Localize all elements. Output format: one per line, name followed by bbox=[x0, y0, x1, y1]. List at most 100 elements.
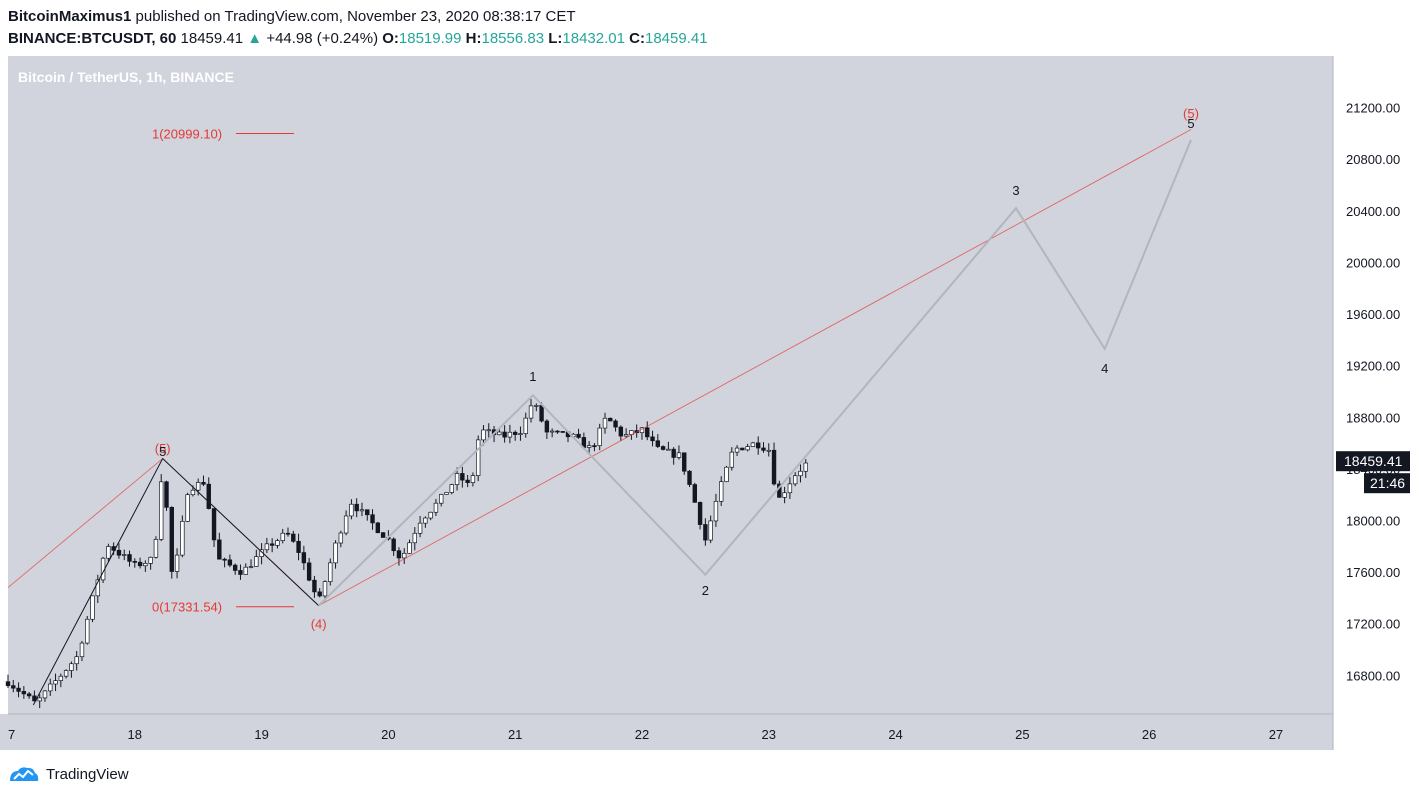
time-tick: 26 bbox=[1142, 727, 1156, 742]
candle bbox=[682, 452, 687, 475]
candle-body bbox=[798, 470, 803, 477]
fib-level-label: 0(17331.54) bbox=[152, 600, 222, 615]
candle bbox=[750, 441, 756, 447]
candle-body bbox=[185, 494, 190, 522]
candle-body bbox=[454, 473, 460, 485]
price-tick: 20400.00 bbox=[1346, 204, 1400, 219]
candle-body bbox=[417, 522, 423, 534]
candle bbox=[782, 486, 787, 504]
candle bbox=[106, 543, 111, 562]
candle bbox=[671, 447, 676, 465]
candle bbox=[127, 550, 132, 567]
time-tick: 19 bbox=[254, 727, 268, 742]
candle-body bbox=[782, 492, 787, 498]
candle bbox=[549, 428, 555, 438]
candle-body bbox=[766, 449, 771, 452]
candle bbox=[618, 425, 624, 441]
candle-body bbox=[153, 539, 159, 558]
candle bbox=[206, 477, 211, 510]
candle-body bbox=[803, 462, 808, 472]
candle bbox=[322, 580, 328, 602]
candle-body bbox=[232, 564, 238, 571]
candle-body bbox=[460, 473, 465, 481]
candle bbox=[692, 482, 698, 503]
published-text: published on TradingView.com, November 2… bbox=[135, 8, 576, 25]
candle bbox=[343, 510, 349, 536]
candle-body bbox=[703, 524, 708, 541]
candle bbox=[412, 527, 417, 551]
candle bbox=[423, 516, 428, 528]
candle bbox=[756, 436, 761, 455]
candle-body bbox=[122, 554, 127, 556]
candle bbox=[375, 521, 381, 534]
candle-body bbox=[132, 560, 137, 563]
candle bbox=[137, 557, 143, 569]
time-tick: 7 bbox=[8, 727, 15, 742]
price-tick: 17200.00 bbox=[1346, 617, 1400, 632]
candle bbox=[792, 472, 798, 487]
candle bbox=[58, 673, 64, 688]
candle-body bbox=[143, 563, 148, 567]
candle bbox=[180, 515, 185, 558]
candle bbox=[666, 441, 671, 451]
candle bbox=[454, 467, 460, 491]
candle-body bbox=[53, 680, 58, 685]
candle-body bbox=[211, 508, 217, 541]
wave-label: (5) bbox=[155, 441, 171, 456]
candle-body bbox=[719, 481, 724, 502]
plot-background[interactable] bbox=[8, 56, 1333, 714]
candle bbox=[660, 445, 666, 451]
candle-body bbox=[713, 500, 719, 522]
tradingview-footer[interactable]: TradingView bbox=[8, 764, 129, 784]
candle bbox=[555, 430, 560, 434]
candle-body bbox=[475, 439, 481, 476]
candle bbox=[402, 548, 407, 564]
candle-body bbox=[412, 532, 417, 544]
candle-body bbox=[222, 558, 227, 561]
price-axis[interactable] bbox=[1333, 56, 1425, 750]
candle bbox=[761, 442, 766, 453]
candle-body bbox=[771, 449, 777, 485]
candle bbox=[497, 429, 502, 436]
candle bbox=[37, 694, 42, 709]
candle bbox=[740, 447, 745, 451]
drawing-lines: 1(20999.10) 0(17331.54) bbox=[7, 127, 1192, 706]
candle bbox=[359, 502, 365, 517]
candle-body bbox=[470, 475, 476, 484]
candle-body bbox=[507, 431, 513, 438]
wave-projection-path bbox=[317, 139, 1192, 607]
price-tick: 20000.00 bbox=[1346, 255, 1400, 270]
candle-body bbox=[106, 546, 111, 559]
wave-label: 5 bbox=[159, 444, 166, 459]
candle-body bbox=[375, 522, 381, 534]
candle-body bbox=[613, 420, 618, 428]
candle-body bbox=[248, 566, 254, 568]
candle bbox=[460, 466, 465, 488]
chart-header: BitcoinMaximus1 published on TradingView… bbox=[8, 6, 1408, 50]
candle bbox=[132, 558, 137, 568]
candle-body bbox=[206, 483, 211, 509]
last-price-tag-label: 18459.41 bbox=[1344, 453, 1403, 469]
time-axis[interactable] bbox=[0, 714, 1333, 750]
candle bbox=[613, 419, 618, 432]
candle-body bbox=[296, 540, 301, 553]
author-name[interactable]: BitcoinMaximus1 bbox=[8, 8, 132, 25]
candle-body bbox=[116, 549, 122, 556]
time-ticks: 7 18 19 20 21 22 23 24 25 26 27 bbox=[8, 727, 1283, 742]
candle-body bbox=[481, 429, 486, 441]
candle-body bbox=[544, 420, 550, 433]
candle-body bbox=[127, 554, 132, 562]
candle-body bbox=[74, 656, 79, 665]
candle bbox=[269, 538, 275, 553]
candle-body bbox=[63, 670, 69, 677]
candle-body bbox=[444, 492, 449, 495]
time-tick: 23 bbox=[762, 727, 776, 742]
last-price-tag: 18459.41 21:46 bbox=[1336, 451, 1410, 494]
candle bbox=[164, 480, 169, 511]
candle bbox=[502, 425, 507, 443]
candle-body bbox=[724, 466, 729, 483]
candle bbox=[481, 425, 486, 446]
last-price: 18459.41 bbox=[180, 30, 244, 47]
candle-body bbox=[16, 687, 21, 692]
